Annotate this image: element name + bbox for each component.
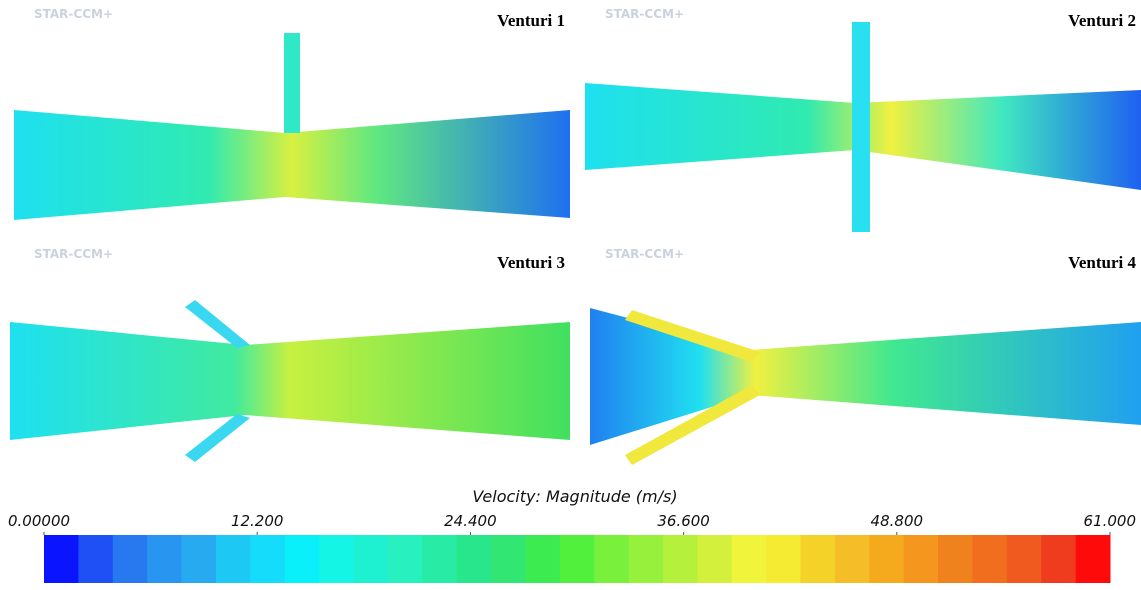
- panel-title: Venturi 1: [497, 11, 565, 30]
- colorbar-tick-label: 0.00000: [8, 512, 70, 530]
- colorbar: 0.00000 12.200 24.400 36.600 48.800 61.000: [8, 512, 1136, 583]
- colorbar-band: [801, 535, 836, 583]
- colorbar-band: [869, 535, 904, 583]
- colorbar-band: [216, 535, 251, 583]
- watermark: STAR-CCM+: [34, 7, 113, 21]
- watermark: STAR-CCM+: [605, 7, 684, 21]
- panel: STAR-CCM+ Venturi 4: [590, 247, 1141, 465]
- colorbar-label: Velocity: Magnitude (m/s): [472, 487, 677, 506]
- colorbar-band: [457, 535, 492, 583]
- colorbar-band: [697, 535, 732, 583]
- colorbar-tick-label: 48.800: [871, 512, 924, 530]
- colorbar-band: [629, 535, 664, 583]
- colorbar-band: [182, 535, 217, 583]
- colorbar-band: [560, 535, 595, 583]
- colorbar-band: [250, 535, 285, 583]
- colorbar-band: [113, 535, 148, 583]
- colorbar-band: [491, 535, 526, 583]
- inlet-pipe: [852, 22, 870, 232]
- panel: STAR-CCM+ Venturi 2: [585, 7, 1141, 232]
- colorbar-band: [44, 535, 79, 583]
- watermark: STAR-CCM+: [605, 247, 684, 261]
- colorbar-tick-label: 12.200: [231, 512, 284, 530]
- colorbar-band: [525, 535, 560, 583]
- colorbar-band: [766, 535, 801, 583]
- colorbar-band: [285, 535, 320, 583]
- colorbar-band: [663, 535, 698, 583]
- colorbar-band: [1007, 535, 1042, 583]
- colorbar-band: [78, 535, 113, 583]
- colorbar-band: [1076, 535, 1111, 583]
- venturi-flow: [10, 322, 570, 440]
- panel-title: Venturi 3: [497, 253, 565, 272]
- colorbar-band: [732, 535, 767, 583]
- panel-title: Venturi 4: [1068, 253, 1136, 272]
- panel: STAR-CCM+ Venturi 3: [10, 247, 570, 462]
- colorbar-band: [1041, 535, 1076, 583]
- colorbar-band: [972, 535, 1007, 583]
- panel: STAR-CCM+ Venturi 1: [14, 7, 570, 220]
- colorbar-band: [422, 535, 457, 583]
- colorbar-band: [835, 535, 870, 583]
- inlet-pipe: [185, 414, 250, 462]
- colorbar-band: [938, 535, 973, 583]
- panel-title: Venturi 2: [1068, 11, 1136, 30]
- colorbar-band: [594, 535, 629, 583]
- colorbar-band: [388, 535, 423, 583]
- colorbar-tick-label: 24.400: [444, 512, 497, 530]
- watermark: STAR-CCM+: [34, 247, 113, 261]
- colorbar-band: [904, 535, 939, 583]
- colorbar-band: [147, 535, 182, 583]
- colorbar-tick-label: 61.000: [1084, 512, 1137, 530]
- colorbar-tick-label: 36.600: [657, 512, 710, 530]
- colorbar-band: [319, 535, 354, 583]
- colorbar-band: [353, 535, 388, 583]
- inlet-pipe: [284, 33, 300, 133]
- figure: STAR-CCM+ Venturi 1 STAR-CCM+ Venturi 2 …: [0, 0, 1141, 590]
